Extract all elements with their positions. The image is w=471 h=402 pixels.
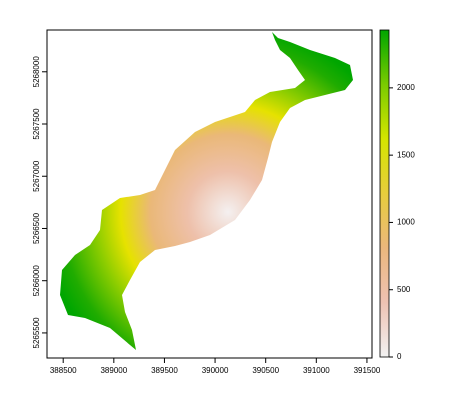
x-tick-label: 388500 — [50, 366, 77, 375]
elevation-raster — [60, 32, 353, 350]
x-tick-label: 390000 — [202, 366, 229, 375]
colorbar-tick-label: 0 — [397, 352, 402, 361]
x-tick-label: 389500 — [151, 366, 178, 375]
colorbar-tick-label: 2000 — [397, 83, 415, 92]
y-tick-label: 5265500 — [32, 317, 41, 349]
x-tick-label: 391000 — [303, 366, 330, 375]
colorbar-tick-label: 1000 — [397, 218, 415, 227]
y-tick-label: 5267500 — [32, 108, 41, 140]
y-tick-label: 5268000 — [32, 56, 41, 88]
colorbar-tick-label: 500 — [397, 285, 411, 294]
x-tick-label: 391500 — [354, 366, 381, 375]
plot-frame — [46, 29, 373, 359]
x-tick-label: 389000 — [100, 366, 127, 375]
y-tick-label: 5266500 — [32, 212, 41, 244]
y-tick-label: 5266000 — [32, 265, 41, 297]
colorbar — [379, 29, 390, 358]
colorbar-tick-label: 1500 — [397, 150, 415, 159]
y-tick-label: 5267000 — [32, 160, 41, 192]
x-tick-label: 390500 — [252, 366, 279, 375]
